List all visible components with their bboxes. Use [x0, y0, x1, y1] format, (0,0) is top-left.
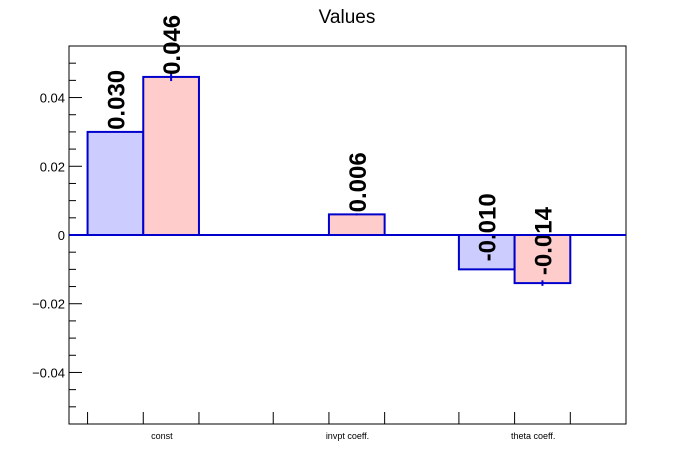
bar — [86, 130, 145, 236]
bar — [327, 213, 386, 237]
y-tick-label: 0.02 — [40, 159, 65, 174]
data-label: -0.014 — [530, 206, 557, 275]
bar — [513, 234, 572, 285]
plot-area: −0.04 −0.02 0 0.02 0.04 const invpt coeff. thet… — [32, 15, 627, 441]
data-label: 0.030 — [103, 70, 130, 130]
chart-title: Values — [319, 7, 376, 28]
data-label: 0.046 — [159, 15, 186, 75]
x-tick-label: theta coeff. — [511, 431, 555, 441]
x-tick-label: const — [151, 431, 173, 441]
x-tick-label: invpt coeff. — [326, 431, 369, 441]
y-tick-label: 0.04 — [40, 91, 65, 106]
data-label: -0.010 — [475, 193, 502, 261]
data-label: 0.006 — [345, 152, 372, 212]
y-tick-label: −0.02 — [32, 297, 65, 312]
y-tick-label: −0.04 — [32, 365, 65, 380]
bar — [142, 75, 200, 236]
y-tick-label: 0 — [58, 228, 65, 243]
